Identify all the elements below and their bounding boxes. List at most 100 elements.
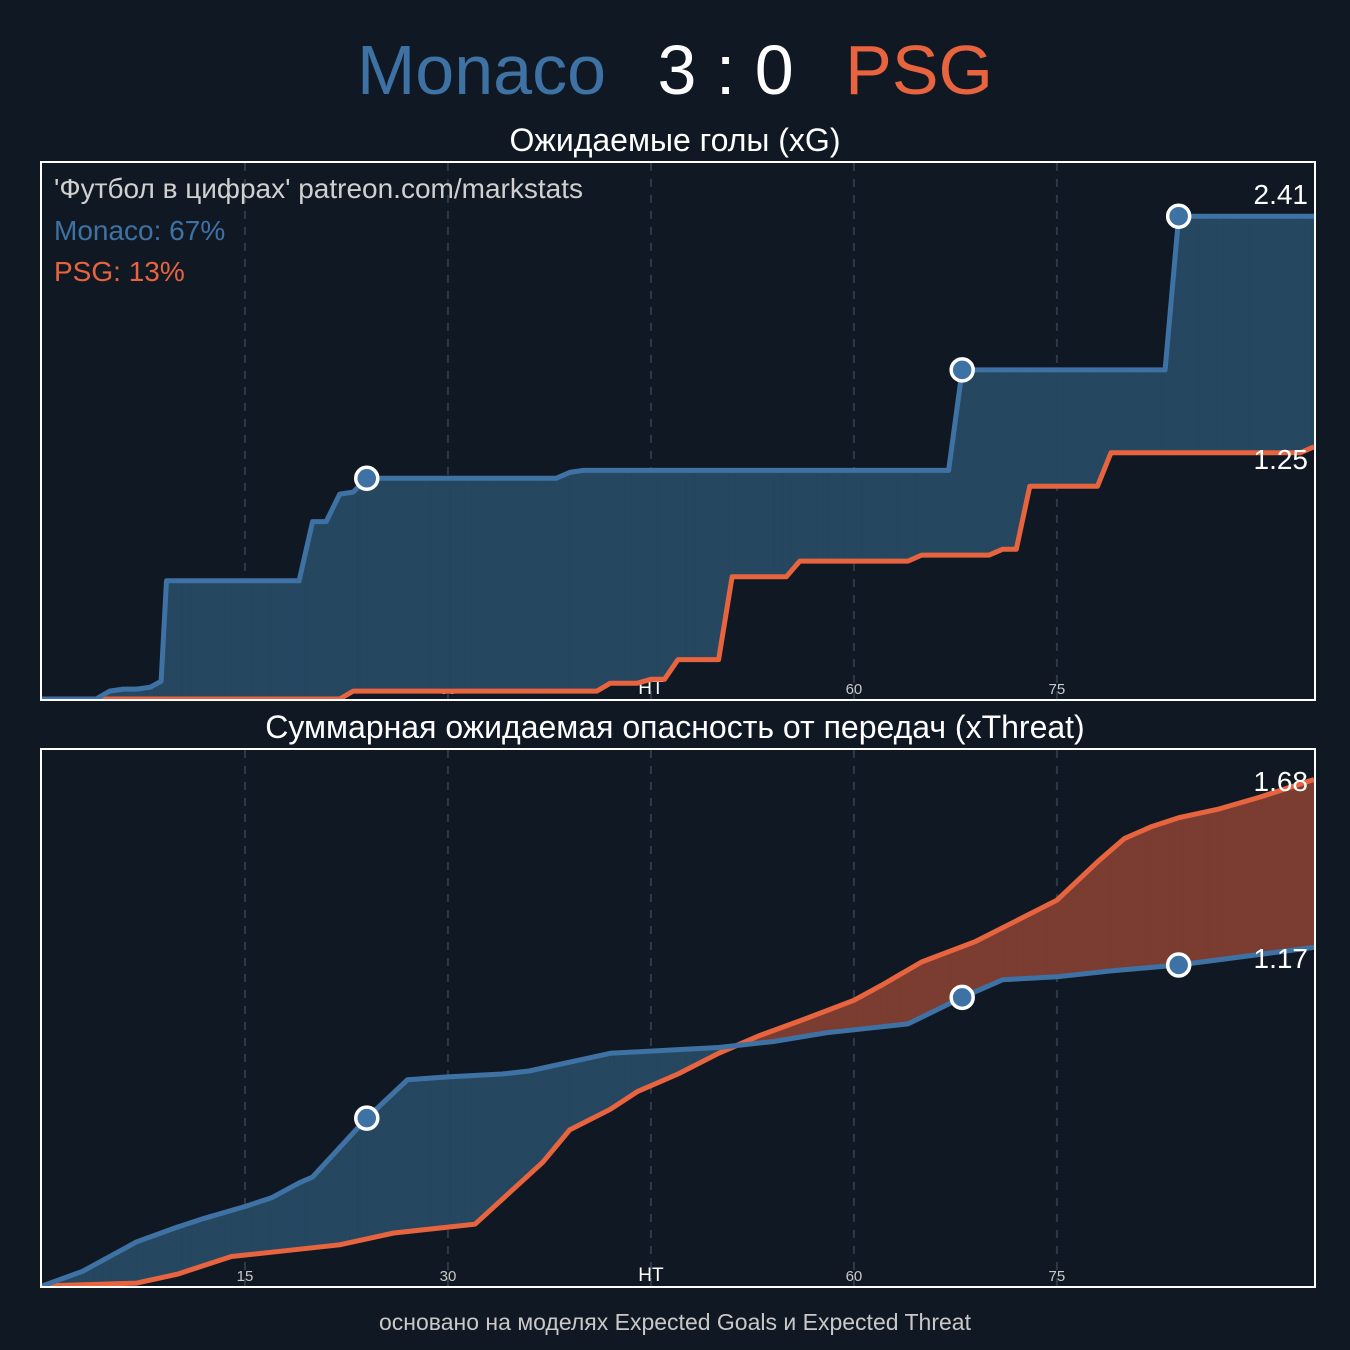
xthreat-fill-segment — [555, 1063, 560, 1148]
xg-fill-segment — [518, 477, 523, 692]
home-team-name: Monaco — [357, 31, 607, 109]
xthreat-fill-segment — [998, 927, 1004, 982]
footer-note: основано на моделях Expected Goals и Exp… — [379, 1309, 971, 1335]
xg-fill-segment — [616, 470, 621, 684]
xthreat-fill-segment — [1269, 792, 1274, 954]
xg-fill-segment — [312, 521, 317, 699]
xg-fill-segment — [650, 470, 655, 680]
xthreat-fill-segment — [603, 1053, 608, 1114]
xthreat-fill-segment — [197, 1218, 202, 1269]
xg-fill-segment — [873, 470, 878, 562]
xthreat-fill-segment — [112, 1252, 117, 1285]
xg-fill-segment — [863, 470, 868, 562]
xg-fill-segment — [193, 580, 199, 699]
xthreat-fill-segment — [1107, 849, 1112, 972]
xthreat-fill-segment — [1059, 892, 1065, 977]
xthreat-fill-segment — [146, 1236, 151, 1282]
xthreat-fill-segment — [515, 1071, 520, 1188]
xg-fill-segment — [900, 470, 906, 562]
xthreat-fill-segment — [545, 1066, 550, 1160]
xthreat-fill-segment — [1154, 823, 1159, 968]
xthreat-fill-segment — [379, 1101, 385, 1237]
xthreat-fill-segment — [1015, 918, 1021, 980]
xg-fill-segment — [454, 477, 459, 692]
xg-fill-segment — [978, 369, 983, 556]
xthreat-fill-segment — [982, 935, 987, 990]
xthreat-fill-segment — [992, 930, 997, 985]
xg-fill-segment — [1127, 369, 1132, 454]
xg-fill-segment — [183, 580, 188, 699]
xthreat-fill-segment — [237, 1206, 242, 1257]
xthreat-fill-segment — [670, 1049, 676, 1078]
xthreat-fill-segment — [231, 1208, 236, 1257]
xg-fill-segment — [829, 470, 835, 562]
xthreat-fill-segment — [1022, 915, 1027, 980]
xthreat-fill-segment — [1208, 809, 1213, 962]
xthreat-fill-segment — [1229, 804, 1234, 959]
xg-fill-segment — [860, 470, 865, 562]
xg-fill-segment — [417, 477, 422, 692]
xg-fill-segment — [667, 470, 672, 676]
xthreat-fill-segment — [325, 1157, 330, 1247]
xthreat-fill-segment — [1151, 824, 1156, 968]
xthreat-fill-segment — [1103, 852, 1109, 973]
xg-fill-segment — [1063, 369, 1068, 487]
xg-fill-segment — [1286, 215, 1291, 454]
xg-fill-segment — [1201, 215, 1207, 454]
xthreat-fill-segment — [1130, 833, 1136, 970]
xthreat-fill-segment — [1093, 860, 1098, 974]
xg-fill-segment — [894, 470, 899, 562]
xg-fill-segment — [1185, 215, 1190, 454]
xthreat-fill-segment — [1168, 819, 1173, 967]
xthreat-fill-segment — [488, 1074, 493, 1213]
xthreat-fill-segment — [295, 1182, 300, 1251]
xg-fill-segment — [393, 477, 398, 692]
xg-fill-segment — [1039, 369, 1044, 487]
xthreat-fill-segment — [894, 975, 899, 1026]
xg-fill-segment — [850, 470, 855, 562]
xthreat-fill-segment — [1185, 815, 1190, 965]
xthreat-fill-segment — [1009, 921, 1014, 980]
xthreat-fill-segment — [1225, 805, 1230, 960]
xg-fill-segment — [481, 477, 486, 692]
xg-fill-segment — [968, 369, 973, 556]
xthreat-fill-segment — [978, 937, 983, 991]
xthreat-fill-segment — [657, 1050, 662, 1084]
xg-fill-segment — [325, 514, 330, 699]
xthreat-fill-segment — [312, 1172, 317, 1249]
xg-fill-segment — [1266, 215, 1271, 454]
xg-fill-segment — [515, 477, 520, 692]
xg-fill-segment — [440, 477, 445, 692]
xthreat-fill-segment — [163, 1230, 168, 1278]
xthreat-fill-segment — [664, 1049, 669, 1081]
xg-fill-segment — [927, 470, 933, 556]
xthreat-fill-segment — [1039, 906, 1044, 979]
xthreat-fill-segment — [346, 1135, 351, 1244]
xg-fill-segment — [691, 470, 696, 660]
xthreat-fill-segment — [413, 1078, 418, 1232]
xthreat-fill-segment — [549, 1065, 554, 1156]
xg-fill-segment — [1276, 215, 1281, 454]
xthreat-fill-segment — [867, 990, 872, 1029]
xg-fill-segment — [210, 580, 215, 699]
xg-fill-segment — [444, 477, 449, 692]
xg-fill-segment — [1137, 369, 1142, 454]
xthreat-fill-segment — [268, 1197, 273, 1253]
xthreat-fill-segment — [369, 1110, 374, 1239]
xg-fill-segment — [457, 477, 462, 692]
xg-fill-segment — [488, 477, 493, 692]
xg-fill-segment — [907, 470, 912, 562]
xthreat-away-final-label: 1.68 — [1253, 766, 1309, 797]
xthreat-fill-segment — [599, 1054, 604, 1116]
xthreat-fill-segment — [302, 1179, 307, 1250]
xg-fill-segment — [697, 470, 703, 660]
xthreat-fill-segment — [518, 1071, 523, 1185]
xg-fill-segment — [1083, 369, 1088, 487]
xthreat-fill-segment — [576, 1059, 581, 1128]
xg-fill-segment — [982, 369, 987, 556]
xg-fill-segment — [390, 477, 395, 692]
xthreat-fill-segment — [176, 1225, 182, 1275]
xg-fill-segment — [802, 470, 807, 562]
xg-fill-segment — [410, 477, 415, 692]
xg-fill-segment — [271, 580, 276, 699]
